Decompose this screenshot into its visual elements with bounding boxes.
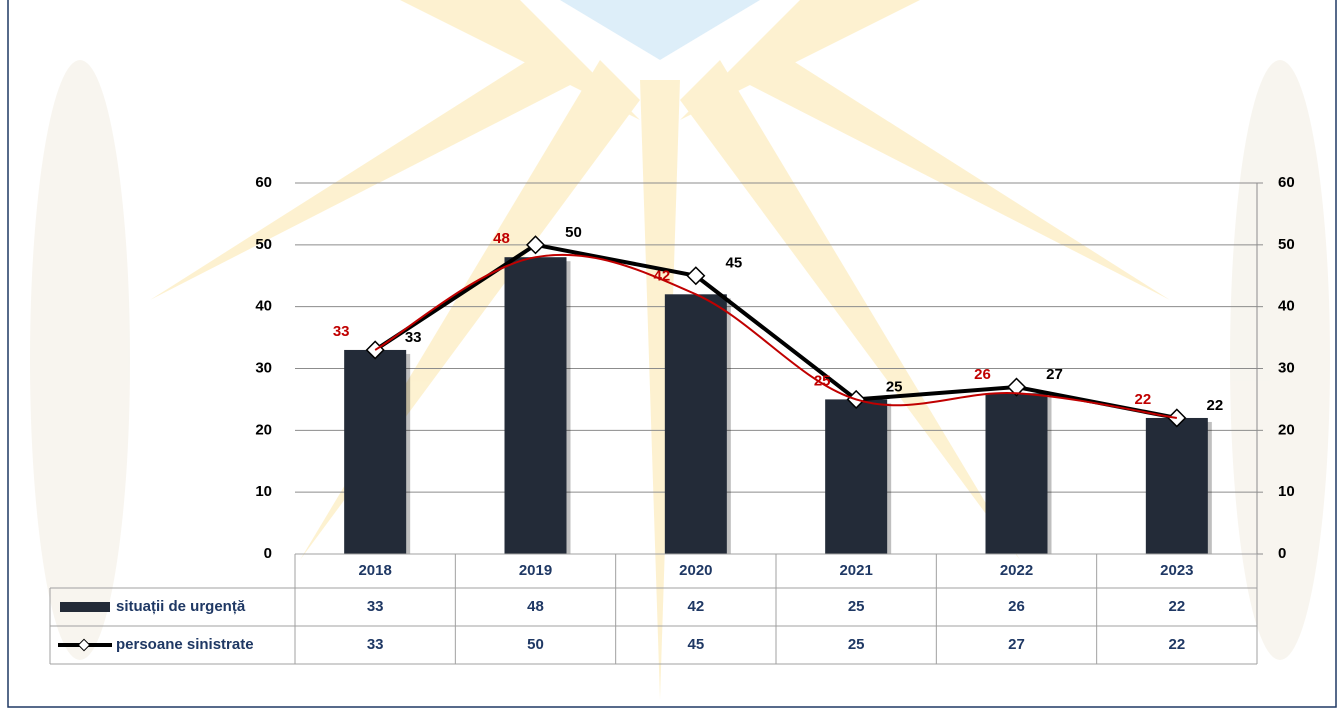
table-value: 50 [527, 636, 544, 653]
table-value: 42 [687, 598, 704, 615]
bar [1146, 418, 1208, 554]
legend-swatch [60, 602, 110, 612]
legend-label: persoane sinistrate [116, 636, 254, 653]
chart: 0 10 20 30 40 50 60 0 10 20 30 40 50 60 33 48 42 25 26 22 33… [0, 0, 1338, 708]
data-label: 33 [333, 323, 350, 340]
data-label: 33 [405, 329, 422, 346]
data-label: 48 [493, 230, 510, 247]
table-value: 25 [848, 598, 865, 615]
y2-tick-label: 40 [1278, 298, 1295, 315]
y2-tick-label: 20 [1278, 421, 1295, 438]
y-tick-label: 40 [255, 298, 272, 315]
y-tick-label: 60 [255, 174, 272, 191]
bar [825, 399, 887, 554]
y2-tick-label: 50 [1278, 236, 1295, 253]
x-tick-label: 2018 [358, 562, 391, 579]
x-tick-label: 2023 [1160, 562, 1193, 579]
x-tick-label: 2019 [519, 562, 552, 579]
data-label: 26 [974, 366, 991, 383]
table-value: 45 [687, 636, 704, 653]
x-tick-label: 2022 [1000, 562, 1033, 579]
bar [505, 257, 567, 554]
data-label: 22 [1206, 397, 1223, 414]
y-tick-label: 20 [255, 421, 272, 438]
table-value: 33 [367, 598, 384, 615]
x-tick-label: 2021 [839, 562, 872, 579]
y2-tick-label: 10 [1278, 483, 1295, 500]
data-label: 50 [565, 224, 582, 241]
data-label: 42 [653, 267, 670, 284]
y-tick-label: 10 [255, 483, 272, 500]
table-value: 27 [1008, 636, 1025, 653]
table-value: 33 [367, 636, 384, 653]
data-label: 25 [886, 378, 903, 395]
y2-tick-label: 30 [1278, 359, 1295, 376]
bar [665, 294, 727, 554]
table-value: 48 [527, 598, 544, 615]
legend-label: situații de urgență [116, 598, 246, 615]
y-tick-label: 50 [255, 236, 272, 253]
data-label: 25 [814, 372, 831, 389]
table-value: 25 [848, 636, 865, 653]
y-tick-label: 30 [255, 359, 272, 376]
y2-tick-label: 60 [1278, 174, 1295, 191]
y-tick-label: 0 [264, 545, 272, 562]
table-value: 22 [1168, 636, 1185, 653]
bar [986, 393, 1048, 554]
data-label: 22 [1134, 391, 1151, 408]
table-value: 22 [1168, 598, 1185, 615]
data-label: 27 [1046, 366, 1063, 383]
x-tick-label: 2020 [679, 562, 712, 579]
y2-tick-label: 0 [1278, 545, 1286, 562]
data-label: 45 [725, 255, 742, 272]
bar [344, 350, 406, 554]
table-value: 26 [1008, 598, 1025, 615]
